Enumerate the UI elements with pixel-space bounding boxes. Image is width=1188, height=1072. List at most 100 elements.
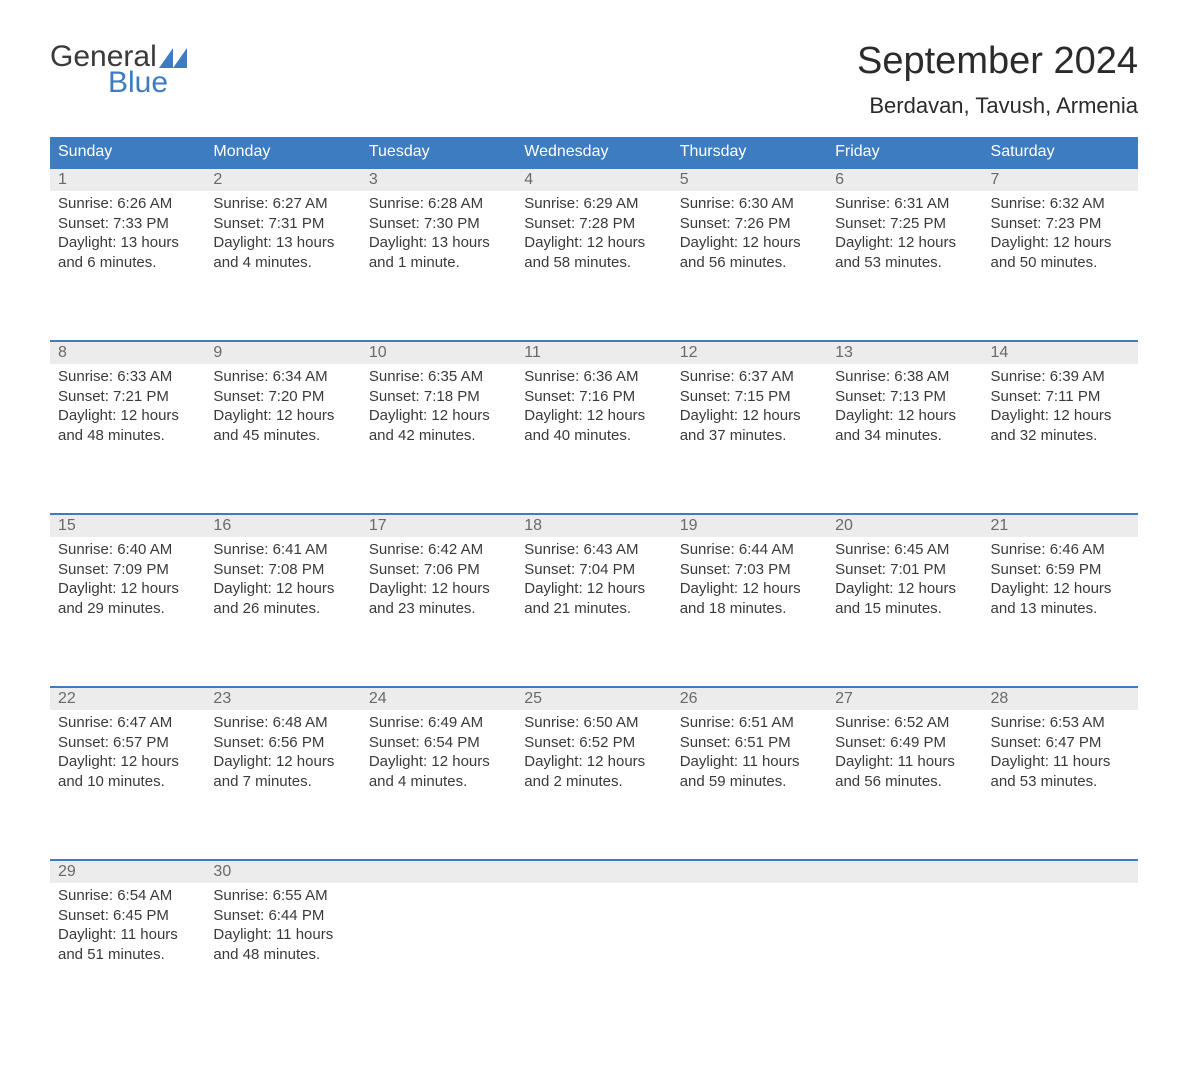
sunrise-line: Sunrise: 6:31 AM [835, 194, 974, 214]
sunrise-line: Sunrise: 6:29 AM [524, 194, 663, 214]
day-number-cell: 26 [672, 687, 827, 710]
daylight-line: Daylight: 12 hours and 58 minutes. [524, 233, 663, 272]
day-content-cell: Sunrise: 6:48 AMSunset: 6:56 PMDaylight:… [205, 710, 360, 860]
day-number-cell: 24 [361, 687, 516, 710]
sunset-line: Sunset: 7:15 PM [680, 387, 819, 407]
day-number-cell: 20 [827, 514, 982, 537]
day-number-row: 2930 [50, 860, 1138, 883]
header: General Blue September 2024 Berdavan, Ta… [50, 40, 1138, 119]
sunrise-line: Sunrise: 6:45 AM [835, 540, 974, 560]
day-content-cell [361, 883, 516, 1032]
day-number-cell: 16 [205, 514, 360, 537]
daylight-line: Daylight: 11 hours and 53 minutes. [991, 752, 1130, 791]
day-number-row: 1234567 [50, 168, 1138, 191]
day-number-cell: 22 [50, 687, 205, 710]
sunrise-line: Sunrise: 6:53 AM [991, 713, 1130, 733]
daylight-line: Daylight: 13 hours and 1 minute. [369, 233, 508, 272]
day-number-cell: 3 [361, 168, 516, 191]
sunrise-line: Sunrise: 6:28 AM [369, 194, 508, 214]
day-content-cell [827, 883, 982, 1032]
sunset-line: Sunset: 7:08 PM [213, 560, 352, 580]
weekday-header: Saturday [983, 137, 1138, 168]
day-content-cell: Sunrise: 6:35 AMSunset: 7:18 PMDaylight:… [361, 364, 516, 514]
day-content-cell: Sunrise: 6:44 AMSunset: 7:03 PMDaylight:… [672, 537, 827, 687]
daylight-line: Daylight: 12 hours and 7 minutes. [213, 752, 352, 791]
daylight-line: Daylight: 11 hours and 51 minutes. [58, 925, 197, 964]
sunrise-line: Sunrise: 6:30 AM [680, 194, 819, 214]
day-number-cell [361, 860, 516, 883]
day-content-cell: Sunrise: 6:54 AMSunset: 6:45 PMDaylight:… [50, 883, 205, 1032]
sunrise-line: Sunrise: 6:51 AM [680, 713, 819, 733]
day-number-cell: 9 [205, 341, 360, 364]
day-number-cell: 2 [205, 168, 360, 191]
sunset-line: Sunset: 6:47 PM [991, 733, 1130, 753]
day-number-cell: 25 [516, 687, 671, 710]
weekday-header: Sunday [50, 137, 205, 168]
daylight-line: Daylight: 12 hours and 4 minutes. [369, 752, 508, 791]
day-content-cell: Sunrise: 6:40 AMSunset: 7:09 PMDaylight:… [50, 537, 205, 687]
title-block: September 2024 Berdavan, Tavush, Armenia [857, 40, 1138, 119]
day-content-cell: Sunrise: 6:36 AMSunset: 7:16 PMDaylight:… [516, 364, 671, 514]
day-content-cell: Sunrise: 6:29 AMSunset: 7:28 PMDaylight:… [516, 191, 671, 341]
sunrise-line: Sunrise: 6:47 AM [58, 713, 197, 733]
daylight-line: Daylight: 12 hours and 18 minutes. [680, 579, 819, 618]
daylight-line: Daylight: 12 hours and 56 minutes. [680, 233, 819, 272]
day-content-cell: Sunrise: 6:49 AMSunset: 6:54 PMDaylight:… [361, 710, 516, 860]
sunset-line: Sunset: 7:33 PM [58, 214, 197, 234]
sunrise-line: Sunrise: 6:49 AM [369, 713, 508, 733]
day-content-cell: Sunrise: 6:34 AMSunset: 7:20 PMDaylight:… [205, 364, 360, 514]
daylight-line: Daylight: 12 hours and 42 minutes. [369, 406, 508, 445]
daylight-line: Daylight: 12 hours and 53 minutes. [835, 233, 974, 272]
day-number-cell: 1 [50, 168, 205, 191]
sunrise-line: Sunrise: 6:40 AM [58, 540, 197, 560]
sunset-line: Sunset: 7:16 PM [524, 387, 663, 407]
day-number-cell: 19 [672, 514, 827, 537]
sunrise-line: Sunrise: 6:55 AM [213, 886, 352, 906]
sunrise-line: Sunrise: 6:33 AM [58, 367, 197, 387]
daylight-line: Daylight: 12 hours and 50 minutes. [991, 233, 1130, 272]
day-content-cell: Sunrise: 6:51 AMSunset: 6:51 PMDaylight:… [672, 710, 827, 860]
daylight-line: Daylight: 11 hours and 48 minutes. [213, 925, 352, 964]
day-number-cell [983, 860, 1138, 883]
sunrise-line: Sunrise: 6:44 AM [680, 540, 819, 560]
sunrise-line: Sunrise: 6:36 AM [524, 367, 663, 387]
day-content-cell [672, 883, 827, 1032]
day-number-cell: 30 [205, 860, 360, 883]
daylight-line: Daylight: 11 hours and 56 minutes. [835, 752, 974, 791]
sunset-line: Sunset: 7:30 PM [369, 214, 508, 234]
daylight-line: Daylight: 13 hours and 6 minutes. [58, 233, 197, 272]
sunset-line: Sunset: 7:20 PM [213, 387, 352, 407]
daylight-line: Daylight: 12 hours and 45 minutes. [213, 406, 352, 445]
day-content-cell: Sunrise: 6:26 AMSunset: 7:33 PMDaylight:… [50, 191, 205, 341]
logo: General Blue [50, 40, 187, 100]
day-content-cell: Sunrise: 6:28 AMSunset: 7:30 PMDaylight:… [361, 191, 516, 341]
sunrise-line: Sunrise: 6:26 AM [58, 194, 197, 214]
day-content-cell: Sunrise: 6:46 AMSunset: 6:59 PMDaylight:… [983, 537, 1138, 687]
day-content-cell: Sunrise: 6:31 AMSunset: 7:25 PMDaylight:… [827, 191, 982, 341]
day-number-row: 22232425262728 [50, 687, 1138, 710]
sunset-line: Sunset: 6:59 PM [991, 560, 1130, 580]
day-number-cell: 7 [983, 168, 1138, 191]
day-content-row: Sunrise: 6:33 AMSunset: 7:21 PM Daylight:… [50, 364, 1138, 514]
sunrise-line: Sunrise: 6:27 AM [213, 194, 352, 214]
weekday-header: Friday [827, 137, 982, 168]
day-number-cell: 14 [983, 341, 1138, 364]
day-number-cell: 10 [361, 341, 516, 364]
sunset-line: Sunset: 6:51 PM [680, 733, 819, 753]
sunrise-line: Sunrise: 6:37 AM [680, 367, 819, 387]
day-content-cell: Sunrise: 6:39 AMSunset: 7:11 PMDaylight:… [983, 364, 1138, 514]
day-content-row: Sunrise: 6:54 AMSunset: 6:45 PMDaylight:… [50, 883, 1138, 1032]
sunset-line: Sunset: 7:18 PM [369, 387, 508, 407]
day-number-cell: 23 [205, 687, 360, 710]
daylight-line: Daylight: 12 hours and 13 minutes. [991, 579, 1130, 618]
day-content-cell: Sunrise: 6:32 AMSunset: 7:23 PMDaylight:… [983, 191, 1138, 341]
sunset-line: Sunset: 7:28 PM [524, 214, 663, 234]
day-number-row: 15161718192021 [50, 514, 1138, 537]
calendar-table: Sunday Monday Tuesday Wednesday Thursday… [50, 137, 1138, 1032]
day-content-cell [516, 883, 671, 1032]
day-number-cell: 13 [827, 341, 982, 364]
sunset-line: Sunset: 7:04 PM [524, 560, 663, 580]
day-content-row: Sunrise: 6:47 AMSunset: 6:57 PMDaylight:… [50, 710, 1138, 860]
sunset-line: Sunset: 7:21 PM [58, 387, 197, 407]
daylight-line: Daylight: 12 hours and 10 minutes. [58, 752, 197, 791]
